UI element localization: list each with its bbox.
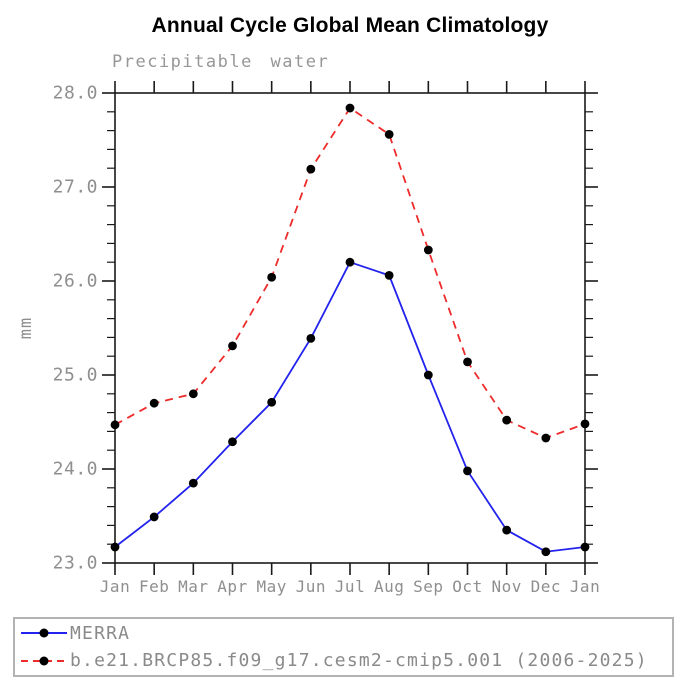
data-point-marker-0 <box>502 525 512 535</box>
data-point-marker-1 <box>306 164 316 174</box>
data-point-marker-1 <box>423 245 433 255</box>
data-point-marker-1 <box>541 433 551 443</box>
y-tick-label: 24.0 <box>53 459 98 480</box>
x-tick-label: Apr <box>217 577 247 596</box>
data-point-marker-1 <box>502 415 512 425</box>
plot-border <box>114 92 586 564</box>
data-point-marker-1 <box>228 341 237 351</box>
legend-line-sample-model <box>21 656 67 666</box>
data-point-marker-0 <box>541 547 551 557</box>
data-point-marker-0 <box>384 270 394 280</box>
x-tick-label: Aug <box>374 577 404 596</box>
legend-label-merra: MERRA <box>70 622 131 644</box>
x-tick-label: Jun <box>296 577 326 596</box>
legend-item-model: b.e21.BRCP85.f09_g17.cesm2-cmip5.001 (20… <box>15 648 672 674</box>
data-point-marker-1 <box>580 419 590 429</box>
x-tick-label: Jan <box>100 577 130 596</box>
data-point-marker-0 <box>188 478 198 488</box>
y-axis-title: mm <box>16 317 36 339</box>
y-tick-label: 26.0 <box>53 271 98 292</box>
x-tick-label: Mar <box>178 577 208 596</box>
y-tick-label: 28.0 <box>53 83 98 104</box>
data-point-marker-0 <box>267 397 277 407</box>
y-tick-label: 23.0 <box>53 553 98 574</box>
x-tick-label: Oct <box>452 577 482 596</box>
data-point-marker-1 <box>110 420 120 430</box>
data-point-marker-1 <box>188 389 198 399</box>
data-point-marker-0 <box>110 542 120 552</box>
data-point-marker-0 <box>423 370 433 380</box>
legend-box: MERRA b.e21.BRCP85.f09_g17.cesm2-cmip5.0… <box>13 617 674 677</box>
y-tick-label: 25.0 <box>53 365 98 386</box>
legend-line-sample-merra <box>21 628 67 638</box>
data-point-marker-1 <box>463 357 472 367</box>
chart-subtitle: Precipitable water <box>112 52 330 72</box>
legend-label-model: b.e21.BRCP85.f09_g17.cesm2-cmip5.001 (20… <box>70 650 648 672</box>
data-point-marker-0 <box>345 257 355 267</box>
data-point-marker-0 <box>580 542 590 552</box>
data-point-marker-1 <box>149 398 159 408</box>
x-tick-label: Sep <box>413 577 443 596</box>
series-line-0 <box>114 261 586 553</box>
x-tick-label: Nov <box>491 577 521 596</box>
data-point-marker-0 <box>306 333 316 343</box>
x-tick-label: May <box>256 577 286 596</box>
data-point-marker-0 <box>228 437 237 447</box>
series-line-1 <box>114 106 586 439</box>
x-tick-label: Jan <box>570 577 600 596</box>
chart-title: Annual Cycle Global Mean Climatology <box>151 14 549 37</box>
x-tick-label: Dec <box>531 577 561 596</box>
y-tick-label: 27.0 <box>53 177 98 198</box>
x-tick-label: Jul <box>335 577 365 596</box>
data-point-marker-1 <box>384 129 394 139</box>
data-point-marker-1 <box>345 103 355 113</box>
data-point-marker-1 <box>267 272 277 282</box>
data-point-marker-0 <box>463 466 472 476</box>
legend-marker-dot <box>39 628 49 638</box>
x-tick-label: Feb <box>139 577 169 596</box>
data-point-marker-0 <box>149 512 159 522</box>
legend-marker-dot <box>39 656 49 666</box>
legend-item-merra: MERRA <box>15 620 672 646</box>
